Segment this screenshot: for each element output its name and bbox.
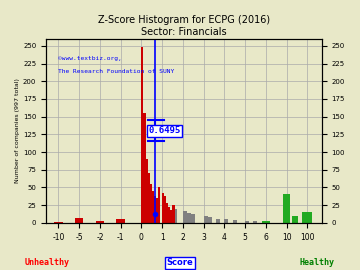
Text: ©www.textbiz.org,: ©www.textbiz.org,	[58, 56, 122, 62]
Text: 0.6495: 0.6495	[149, 126, 181, 135]
Bar	[191, 214, 195, 223]
Bar	[170, 210, 172, 223]
Text: Healthy: Healthy	[299, 258, 334, 267]
Bar	[162, 193, 164, 223]
Bar	[292, 216, 298, 223]
Bar	[150, 184, 152, 223]
Bar	[216, 218, 220, 223]
Bar	[204, 216, 208, 223]
Bar	[143, 113, 145, 223]
Bar	[175, 209, 177, 223]
Bar	[166, 203, 168, 223]
Bar	[302, 212, 312, 223]
Text: Score: Score	[167, 258, 193, 267]
Bar	[158, 187, 160, 223]
Bar	[148, 173, 150, 223]
Bar	[156, 198, 158, 223]
Text: Unhealthy: Unhealthy	[24, 258, 69, 267]
Bar	[172, 205, 175, 223]
Text: The Research Foundation of SUNY: The Research Foundation of SUNY	[58, 69, 175, 74]
Bar	[253, 221, 257, 223]
Bar	[96, 221, 104, 223]
Y-axis label: Number of companies (997 total): Number of companies (997 total)	[15, 78, 20, 183]
Bar	[141, 47, 143, 223]
Bar	[224, 219, 229, 223]
Bar	[152, 191, 154, 223]
Bar	[245, 221, 249, 223]
Bar	[168, 207, 170, 223]
Bar	[208, 217, 212, 223]
Bar	[164, 196, 166, 223]
Bar	[183, 211, 187, 223]
Bar	[154, 196, 156, 223]
Bar	[145, 159, 148, 223]
Bar	[187, 213, 191, 223]
Bar	[262, 221, 270, 223]
Title: Z-Score Histogram for ECPG (2016)
Sector: Financials: Z-Score Histogram for ECPG (2016) Sector…	[98, 15, 270, 37]
Bar	[117, 219, 125, 223]
Bar	[54, 222, 63, 223]
Bar	[75, 218, 83, 223]
Bar	[283, 194, 290, 223]
Bar	[233, 220, 237, 223]
